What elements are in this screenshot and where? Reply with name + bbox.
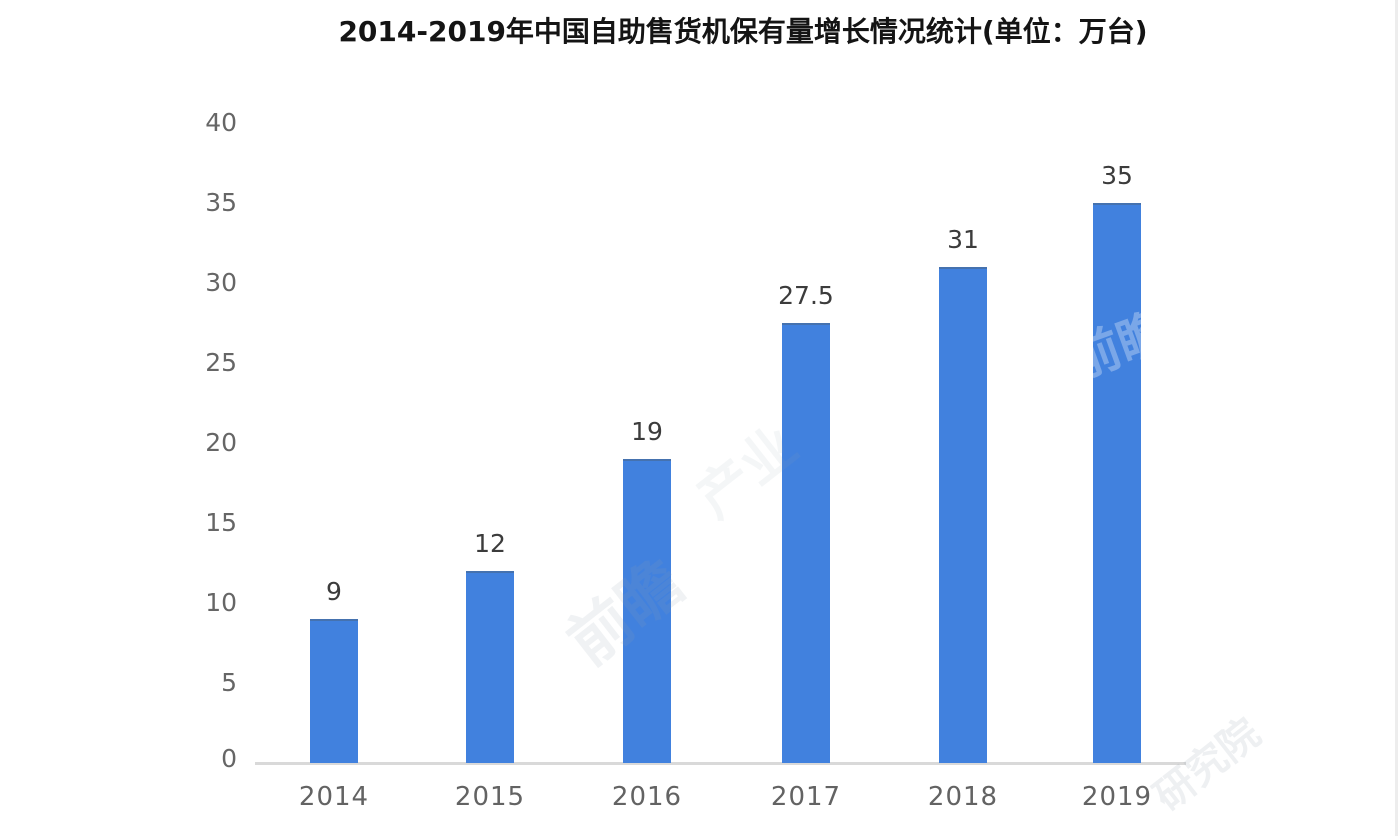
y-tick-label-25: 25 [205,348,237,377]
value-label-2017: 27.5 [778,281,834,310]
value-label-2016: 19 [631,417,663,446]
value-label-2014: 9 [326,577,342,606]
x-tick-label-2015: 2015 [454,782,526,812]
bar-2017 [782,323,830,763]
x-tick-label-2019: 2019 [1081,782,1153,812]
y-tick-label-10: 10 [205,588,237,617]
bar-2019 [1093,203,1141,763]
y-tick-label-5: 5 [221,668,237,697]
bar-2016 [623,459,671,763]
value-label-2018: 31 [947,225,979,254]
y-tick-label-30: 30 [205,268,237,297]
bar-2015 [466,571,514,763]
y-tick-label-40: 40 [205,108,237,137]
x-tick-label-2017: 2017 [770,782,842,812]
x-tick-label-2018: 2018 [927,782,999,812]
image-right-edge-line [1395,0,1398,836]
bar-2014 [310,619,358,763]
x-tick-label-2016: 2016 [611,782,683,812]
y-tick-label-15: 15 [205,508,237,537]
watermark-text-1: 前瞻 [545,534,698,681]
bar-2018 [939,267,987,763]
value-label-2019: 35 [1101,161,1133,190]
y-tick-label-0: 0 [221,744,237,773]
y-tick-label-35: 35 [205,188,237,217]
x-tick-label-2014: 2014 [298,782,370,812]
y-tick-label-20: 20 [205,428,237,457]
value-label-2015: 12 [474,529,506,558]
x-axis-line [255,762,1186,765]
chart-title: 2014-2019年中国自助售货机保有量增长情况统计(单位：万台) [338,15,1148,48]
